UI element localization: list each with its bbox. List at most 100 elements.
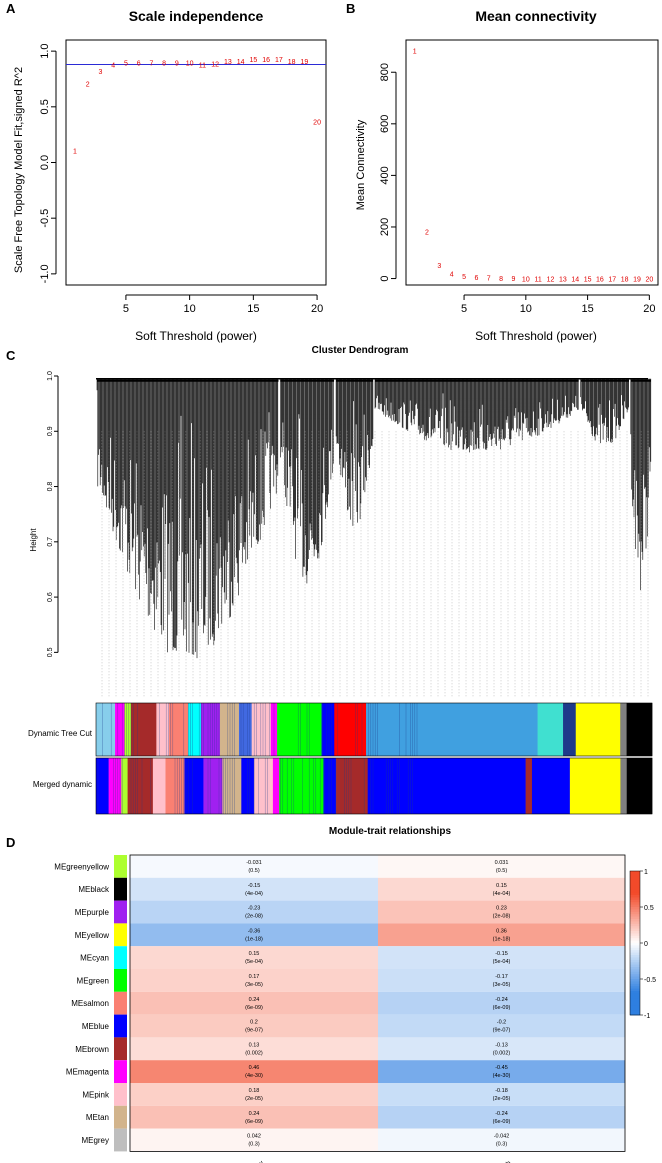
cell-pvalue: (1e-18) [493, 936, 511, 942]
panel-a-data-point: 10 [186, 60, 194, 67]
heatmap-cell [378, 1014, 625, 1038]
heatmap-cell [130, 991, 378, 1015]
panel-a-data-point: 20 [313, 119, 321, 126]
colorbar-step [630, 974, 640, 977]
panel-c-y-tick-label: 0.5 [47, 647, 54, 657]
heatmap-cell [130, 946, 378, 969]
merged-dynamic-row-segment [203, 758, 223, 814]
colorbar-step [630, 885, 640, 889]
colorbar-step [630, 1007, 640, 1011]
cell-pvalue: (5e-04) [493, 959, 511, 965]
cell-pvalue: (2e-08) [245, 914, 263, 920]
cell-pvalue: (4e-30) [245, 1073, 263, 1079]
dynamic-tree-cut-row-segment [537, 703, 564, 756]
cell-correlation: 0.042 [247, 1134, 261, 1140]
panel-a-data-point: 15 [249, 57, 257, 64]
colorbar-step [630, 873, 640, 877]
panel-d-title: Module-trait relationships [329, 826, 452, 837]
cell-pvalue: (0.5) [496, 868, 507, 874]
heatmap-cell [130, 855, 378, 878]
dynamic-tree-cut-row-segment [321, 703, 335, 756]
panel-b-data-point: 15 [584, 276, 592, 283]
colorbar-step [630, 986, 640, 989]
panel-b-y-tick-label: 0 [379, 275, 391, 281]
panel-d-heatmap: MEgreenyellow -0.031 (0.5) 0.031 (0.5) MEblac… [54, 854, 656, 1163]
cell-correlation: -0.24 [495, 1111, 508, 1117]
panel-b-data-point: 14 [571, 276, 579, 283]
heatmap-cell [378, 1128, 625, 1152]
panel-b-data-point: 8 [499, 276, 503, 283]
heatmap-cell [130, 923, 378, 947]
heatmap-cell [378, 969, 625, 992]
panel-b-data-point: 17 [608, 276, 616, 283]
module-label: MEgreenyellow [54, 862, 109, 871]
panel-b-data-point: 4 [450, 271, 454, 278]
colorbar-step [630, 911, 640, 915]
colorbar-step [630, 995, 640, 999]
module-label: MEmagenta [66, 1068, 110, 1077]
panel-c-y-tick-label: 0.8 [47, 482, 54, 492]
heatmap-cell [130, 1037, 378, 1061]
colorbar-step [630, 904, 640, 908]
merged-dynamic-row-segment [184, 758, 204, 814]
dynamic-tree-cut-row-segment [130, 703, 157, 756]
panel-a-data-point: 13 [224, 59, 232, 66]
module-swatch [114, 1060, 127, 1083]
panel-b-data-point: 12 [547, 276, 555, 283]
module-label: MEgrey [81, 1136, 109, 1145]
dendrogram-branch-cluster [630, 378, 652, 591]
dynamic-tree-cut-row-segment [366, 703, 538, 756]
colorbar-step [630, 938, 640, 941]
panel-a-xlabel: Soft Threshold (power) [135, 329, 257, 343]
module-swatch [114, 1083, 127, 1106]
heatmap-cell [378, 877, 625, 901]
heatmap-cell [130, 1014, 378, 1038]
merged-dynamic-row-segment [525, 758, 533, 814]
cell-pvalue: (5e-04) [245, 959, 263, 965]
panel-label-d: D [6, 835, 15, 850]
panel-c-y-tick-label: 1.0 [47, 371, 54, 381]
cell-correlation: 0.36 [496, 928, 507, 934]
panel-b-title: Mean connectivity [475, 8, 597, 24]
colorbar-step [630, 950, 640, 953]
merged-dynamic-row-segment [620, 758, 628, 814]
cell-correlation: 0.18 [249, 1088, 260, 1094]
colorbar-step [630, 947, 640, 951]
heatmap-cell [130, 1060, 378, 1083]
dendrogram-branch-cluster [580, 378, 629, 444]
merged-dynamic-row-segment [626, 758, 653, 814]
colorbar-tick-label: 1 [644, 869, 648, 876]
colorbar-step [630, 887, 640, 891]
merged-dynamic-row-segment [323, 758, 337, 814]
panel-c: C Cluster Dendrogram Height Dynamic Tree… [6, 345, 653, 815]
module-swatch [114, 946, 127, 969]
cell-pvalue: (4e-04) [245, 891, 263, 897]
colorbar-tick-label: -1 [644, 1013, 650, 1020]
panel-a-data-point: 17 [275, 57, 283, 64]
dynamic-tree-cut-row-segment [238, 703, 252, 756]
panel-b-y-tick-label: 400 [379, 166, 391, 184]
merged-dynamic-row-segment [96, 758, 109, 814]
dynamic-tree-cut-row-segment [115, 703, 125, 756]
cell-correlation: -0.24 [495, 997, 508, 1003]
merged-dynamic-row-stripes [97, 758, 413, 814]
merged-dynamic-row-segment [569, 758, 621, 814]
panel-b-data-point: 9 [512, 276, 516, 283]
panel-a-ylabel: Scale Free Topology Model Fit,signed R^2 [13, 67, 25, 273]
colorbar-step [630, 1003, 640, 1006]
cell-correlation: -0.15 [495, 951, 508, 957]
merged-dynamic-row-frame [95, 757, 653, 815]
dendrogram-branch-cluster [280, 378, 334, 584]
colorbar-step [630, 964, 640, 968]
dendrogram-branch-cluster [335, 378, 374, 526]
panel-b-data-point: 13 [559, 276, 567, 283]
colorbar-step [630, 883, 640, 886]
module-swatch [114, 877, 127, 901]
merged-dynamic-row-segment [367, 758, 526, 814]
cell-correlation: 0.17 [249, 974, 260, 980]
module-label: MEgreen [77, 976, 109, 985]
cell-pvalue: (4e-30) [493, 1073, 511, 1079]
panel-a-x-tick-label: 20 [311, 303, 323, 315]
